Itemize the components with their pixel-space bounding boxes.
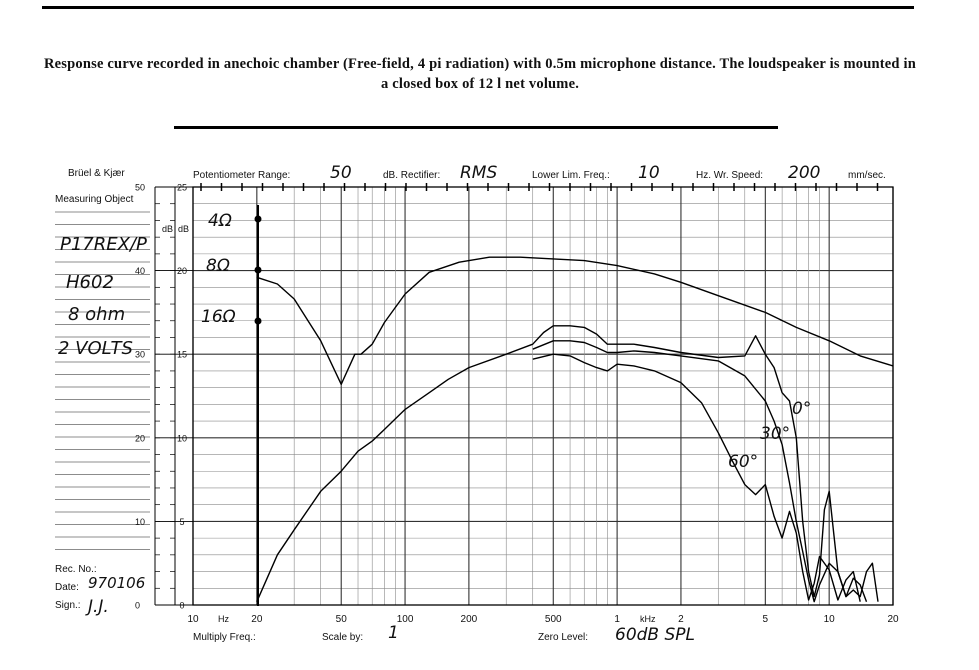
series-line-60deg: [532, 353, 861, 602]
marker-16-ohm-label: 16Ω: [201, 307, 236, 327]
y-tick-label-inner: 10: [177, 433, 187, 443]
measuring-object-label: Measuring Object: [55, 194, 134, 205]
db-unit-outer: dB: [162, 224, 173, 234]
object-line-4: 2 VOLTS: [58, 338, 133, 359]
rectifier-value: RMS: [460, 163, 497, 183]
x-tick-label: 100: [397, 614, 414, 625]
x-tick-label: 10: [187, 614, 199, 625]
series-line-0deg: [256, 325, 879, 602]
date-value: 970106: [88, 574, 145, 592]
curve-label-60deg: 60°: [728, 452, 758, 472]
potentiometer-label: Potentiometer Range:: [193, 170, 290, 181]
caption-underline: [174, 126, 778, 129]
hz-unit-label: Hz: [218, 614, 229, 624]
x-tick-label: 2: [678, 614, 684, 625]
x-tick-label: 20: [887, 614, 899, 625]
y-tick-label-outer: 30: [135, 350, 145, 360]
lower-lim-value: 10: [638, 163, 660, 183]
y-tick-label-inner: 25: [177, 183, 187, 193]
y-tick-label-outer: 40: [135, 266, 145, 276]
lower-lim-label: Lower Lim. Freq.:: [532, 170, 610, 181]
scale-by-label: Scale by:: [322, 632, 363, 643]
khz-unit-label: kHz: [640, 614, 656, 624]
x-tick-label: 20: [251, 614, 263, 625]
date-label: Date:: [55, 582, 79, 593]
info-panel-lines: [55, 211, 150, 550]
potentiometer-value: 50: [330, 163, 352, 183]
y-tick-label-outer: 20: [135, 433, 145, 443]
x-tick-label: 500: [545, 614, 562, 625]
marker-4-ohm-label: 4Ω: [208, 211, 232, 231]
object-line-3: 8 ohm: [68, 304, 125, 325]
figure-caption: Response curve recorded in anechoic cham…: [43, 56, 917, 92]
series-line-impedance: [256, 256, 894, 385]
series-line-30deg: [532, 340, 868, 603]
chart-grid: [192, 186, 894, 606]
curve-label-30deg: 30°: [760, 424, 790, 444]
y-tick-label-outer: 50: [135, 183, 145, 193]
marker-8-ohm-dot: [254, 266, 262, 274]
writing-speed-label: Hz. Wr. Speed:: [696, 170, 763, 181]
x-tick-label: 1: [614, 614, 620, 625]
x-tick-label: 50: [336, 614, 348, 625]
y-tick-label-inner: 20: [177, 266, 187, 276]
rec-no-label: Rec. No.:: [55, 564, 97, 575]
scale-by-value: 1: [388, 623, 399, 643]
x-tick-label: 200: [461, 614, 478, 625]
x-tick-label: 10: [824, 614, 836, 625]
writing-speed-unit: mm/sec.: [848, 170, 886, 181]
multiply-freq-label: Multiply Freq.:: [193, 632, 256, 643]
sign-value: J.J.: [85, 597, 109, 617]
marker-16-ohm-dot: [254, 317, 262, 325]
zero-level-value: 60dB SPL: [615, 625, 695, 645]
y-tick-label-inner: 15: [177, 350, 187, 360]
object-line-2: H602: [66, 272, 114, 293]
top-rule: [42, 6, 914, 9]
marker-4-ohm-dot: [254, 215, 262, 223]
x-tick-label: 5: [763, 614, 769, 625]
chart-series: [256, 256, 894, 603]
y-tick-label-inner: 5: [179, 517, 184, 527]
impedance-markers: 4Ω 8Ω 16Ω: [201, 205, 262, 606]
brand-label: Brüel & Kjær: [68, 168, 125, 179]
plot-frame: [192, 186, 894, 606]
writing-speed-value: 200: [788, 163, 820, 183]
rectifier-label: dB. Rectifier:: [383, 170, 440, 181]
db-unit-inner: dB: [178, 224, 189, 234]
y-tick-label-inner: 0: [179, 601, 184, 611]
marker-8-ohm-label: 8Ω: [206, 256, 230, 276]
zero-level-label: Zero Level:: [538, 632, 588, 643]
y-tick-label-outer: 10: [135, 517, 145, 527]
object-line-1: P17REX/P: [60, 234, 147, 255]
y-tick-label-outer: 0: [135, 601, 140, 611]
sign-label: Sign.:: [55, 600, 81, 611]
curve-label-0deg: 0°: [792, 399, 811, 419]
